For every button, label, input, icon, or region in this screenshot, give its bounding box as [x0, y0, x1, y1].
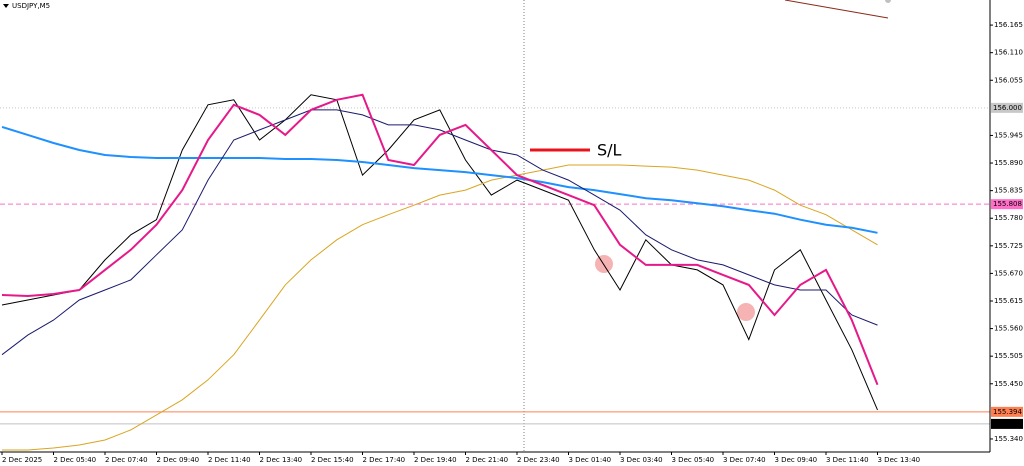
x-tick-label: 2 Dec 11:40: [208, 456, 251, 464]
signal-marker: [595, 255, 613, 273]
signal-marker: [737, 303, 755, 321]
price-level-label: 156.000: [993, 104, 1022, 112]
y-tick-label: 155.505: [994, 352, 1023, 360]
y-tick-label: 155.835: [994, 187, 1023, 195]
price-line: [1, 93, 879, 386]
y-tick-label: 155.725: [994, 242, 1023, 250]
price-line: [2, 164, 878, 451]
price-level-box: [991, 199, 1023, 210]
price-level-box: [991, 418, 1023, 429]
price-level-label: 155.808: [993, 200, 1022, 208]
x-tick-label: 2 Dec 2025: [2, 456, 42, 464]
y-tick-label: 155.670: [994, 269, 1023, 277]
x-tick-label: 2 Dec 05:40: [54, 456, 97, 464]
price-line: [1, 94, 878, 411]
x-tick-label: 2 Dec 13:40: [260, 456, 303, 464]
x-tick-label: 2 Dec 15:40: [311, 456, 354, 464]
price-level-box: [991, 406, 1023, 417]
x-tick-label: 3 Dec 11:40: [826, 456, 869, 464]
x-tick-label: 2 Dec 17:40: [363, 456, 406, 464]
x-tick-label: 3 Dec 13:40: [878, 456, 921, 464]
chart-title: USDJPY,M5: [12, 2, 50, 10]
x-tick-label: 3 Dec 03:40: [620, 456, 663, 464]
y-tick-label: 155.945: [994, 131, 1023, 139]
y-tick-label: 156.110: [994, 49, 1023, 57]
y-tick-label: 155.615: [994, 297, 1023, 305]
y-tick-label: 155.340: [994, 435, 1023, 443]
y-tick-label: 155.450: [994, 380, 1023, 388]
price-level-label: 155.394: [993, 408, 1022, 416]
y-tick-label: 155.890: [994, 159, 1023, 167]
x-tick-label: 3 Dec 01:40: [569, 456, 612, 464]
price-line: [1, 109, 878, 356]
plot-area: [0, 93, 990, 451]
x-tick-label: 2 Dec 21:40: [466, 456, 509, 464]
price-line: [1, 125, 878, 234]
price-level-label: 155.370: [993, 420, 1022, 428]
price-level-box: [991, 102, 1023, 113]
x-tick-label: 3 Dec 09:40: [775, 456, 818, 464]
x-tick-label: 3 Dec 05:40: [672, 456, 715, 464]
x-tick-label: 2 Dec 07:40: [105, 456, 148, 464]
y-tick-label: 156.055: [994, 76, 1023, 84]
trend-anchor: [885, 0, 891, 3]
y-tick-label: 155.560: [994, 325, 1023, 333]
menu-arrow[interactable]: [3, 4, 9, 8]
y-tick-label: 156.165: [994, 21, 1023, 29]
x-tick-label: 2 Dec 23:40: [517, 456, 560, 464]
x-tick-label: 2 Dec 19:40: [414, 456, 457, 464]
y-tick-label: 155.780: [994, 214, 1023, 222]
trend-line: [784, 0, 889, 19]
x-tick-label: 2 Dec 09:40: [157, 456, 200, 464]
stop-loss-label: S/L: [597, 141, 622, 160]
x-tick-label: 3 Dec 07:40: [723, 456, 766, 464]
